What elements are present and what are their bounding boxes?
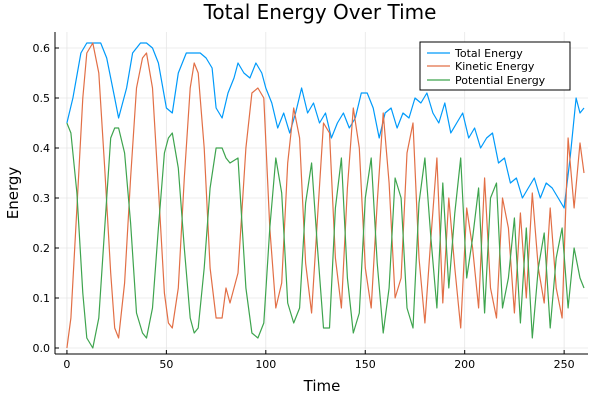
series-line-potential-energy [66,122,585,349]
x-tick-label: 100 [255,358,276,371]
chart-title: Total Energy Over Time [203,0,437,24]
x-tick-label: 150 [355,358,376,371]
axes [54,32,588,355]
x-tick-label: 250 [554,358,575,371]
y-tick-label: 0.6 [33,42,51,55]
y-axis-label: Energy [4,167,22,220]
x-axis-label: Time [303,377,341,395]
x-tick-label: 50 [159,358,173,371]
legend: Total Energy Kinetic Energy Potential En… [419,41,571,91]
legend-label-total-energy: Total Energy [454,47,523,60]
y-tick-label: 0.1 [33,292,51,305]
y-tick-label: 0.2 [33,242,51,255]
x-ticks: 0 50 100 150 200 250 [63,350,575,371]
y-tick-label: 0.4 [33,142,51,155]
y-ticks: 0.0 0.1 0.2 0.3 0.4 0.5 0.6 [33,42,59,355]
series-layer [66,42,585,349]
y-tick-label: 0.3 [33,192,51,205]
y-tick-label: 0.5 [33,92,51,105]
y-tick-label: 0.0 [33,342,51,355]
x-tick-label: 200 [454,358,475,371]
series-line-kinetic-energy [66,42,585,349]
series-line-total-energy [66,42,585,209]
legend-label-potential-energy: Potential Energy [455,74,546,87]
legend-label-kinetic-energy: Kinetic Energy [455,60,535,73]
x-tick-label: 0 [63,358,70,371]
